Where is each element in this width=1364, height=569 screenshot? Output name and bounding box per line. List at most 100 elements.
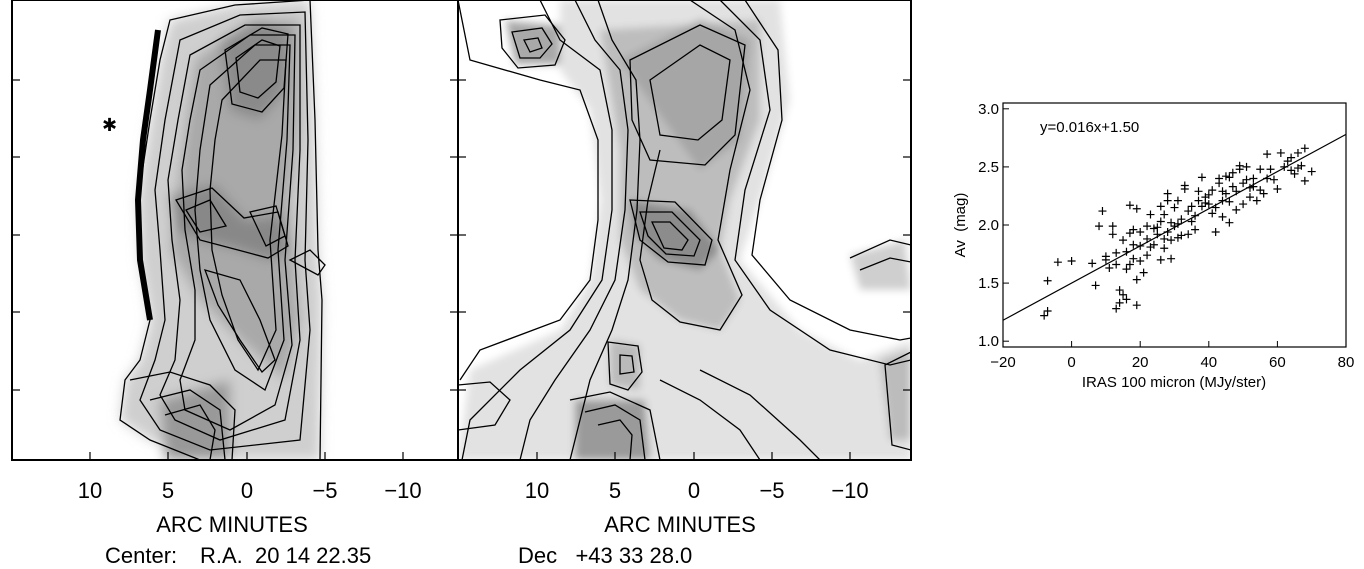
- scatter-point: [1228, 168, 1237, 177]
- scatter-xtick-label: 40: [1200, 354, 1217, 371]
- scatter-point: [1108, 222, 1117, 231]
- fit-line: [1002, 133, 1347, 321]
- scatter-point: [1156, 202, 1165, 211]
- scatter-point: [1132, 275, 1141, 284]
- scatter-point: [1160, 234, 1169, 243]
- scatter-point: [1112, 260, 1121, 269]
- scatter-point: [1125, 229, 1134, 238]
- scatter-point: [1300, 144, 1309, 153]
- scatter-point: [1235, 161, 1244, 170]
- scatter-point: [1232, 205, 1241, 214]
- left-map-xlabel: ARC MINUTES: [156, 512, 308, 537]
- scatter-point: [1129, 254, 1138, 263]
- middle-map-xticks: 10 5 0 −5 −10: [525, 478, 869, 503]
- scatter-point: [1119, 236, 1128, 245]
- scatter-xtick-label: 0: [1067, 354, 1075, 371]
- scatter-point: [1228, 182, 1237, 191]
- scatter-point: [1221, 172, 1230, 181]
- scatter-point: [1256, 186, 1265, 195]
- scatter-point: [1245, 193, 1254, 202]
- scatter-point: [1187, 202, 1196, 211]
- scatter-point: [1112, 248, 1121, 257]
- middle-map-gray-fill: [458, 0, 911, 460]
- scatter-point: [1187, 217, 1196, 226]
- scatter-ytick-label: 2.5: [978, 159, 999, 176]
- scatter-points: [1040, 144, 1316, 320]
- scatter-point: [1115, 286, 1124, 295]
- scatter-point: [1225, 197, 1234, 206]
- left-xtick-label: −5: [312, 478, 337, 503]
- scatter-point: [1088, 259, 1097, 268]
- scatter-point: [1283, 157, 1292, 166]
- left-map-contours: [119, 0, 326, 460]
- scatter-point: [1112, 304, 1121, 313]
- scatter-point: [1153, 223, 1162, 232]
- scatter-point: [1122, 295, 1131, 304]
- scatter-point: [1194, 187, 1203, 196]
- scatter-point: [1300, 176, 1309, 185]
- scatter-ylabel: Av (mag): [952, 193, 969, 258]
- scatter-point: [1163, 189, 1172, 198]
- middle-map-frame: [457, 0, 912, 461]
- scatter-point: [1132, 204, 1141, 213]
- scatter-xtick-label: 20: [1132, 354, 1149, 371]
- scatter-point: [1067, 257, 1076, 266]
- scatter-point: [1105, 263, 1114, 272]
- middle-xtick-label: 10: [525, 478, 549, 503]
- scatter-point: [1146, 210, 1155, 219]
- scatter-point: [1098, 207, 1107, 216]
- scatter-point: [1170, 203, 1179, 212]
- scatter-point: [1119, 290, 1128, 299]
- scatter-point: [1136, 257, 1145, 266]
- middle-map-contours: [458, 0, 911, 460]
- scatter-point: [1177, 231, 1186, 240]
- left-xtick-label: 10: [78, 478, 102, 503]
- scatter-point: [1197, 173, 1206, 182]
- scatter-point: [1191, 225, 1200, 234]
- scatter-point: [1215, 179, 1224, 188]
- middle-map-ticks: [458, 79, 911, 460]
- scatter-point: [1184, 230, 1193, 239]
- scatter-point: [1129, 240, 1138, 249]
- scatter-point: [1143, 222, 1152, 231]
- left-map-xticks: 10 5 0 −5 −10: [78, 478, 422, 503]
- caption-center: Center:: [105, 543, 177, 568]
- scatter-point: [1177, 215, 1186, 224]
- middle-xtick-label: −5: [759, 478, 784, 503]
- scatter-point: [1136, 227, 1145, 236]
- scatter-point: [1290, 169, 1299, 178]
- scatter-point: [1201, 198, 1210, 207]
- scatter-point: [1156, 217, 1165, 226]
- scatter-point: [1269, 175, 1278, 184]
- middle-xtick-label: 0: [688, 478, 700, 503]
- scatter-point: [1040, 311, 1049, 320]
- scatter-ytick-label: 3.0: [978, 101, 999, 118]
- scatter-plot: −20 0 20 40 60 80 1.0 1.5 2.0 2.5 3.0 y=0.016x+1.5…: [952, 101, 1354, 391]
- scatter-point: [1180, 181, 1189, 190]
- scatter-point: [1259, 189, 1268, 198]
- caption-dec: Dec +43 33 28.0: [518, 543, 692, 568]
- scatter-point: [1139, 268, 1148, 277]
- scatter-point: [1266, 165, 1275, 174]
- scatter-point: [1156, 255, 1165, 264]
- middle-map-panel: [458, 0, 911, 460]
- scatter-point: [1091, 281, 1100, 290]
- caption-ra: R.A. 20 14 22.35: [200, 543, 371, 568]
- scatter-point: [1293, 148, 1302, 157]
- scatter-point: [1194, 196, 1203, 205]
- scatter-point: [1167, 218, 1176, 227]
- scatter-ytick-label: 1.5: [978, 275, 999, 292]
- scatter-point: [1184, 207, 1193, 216]
- scatter-xtick-label: 80: [1338, 354, 1355, 371]
- scatter-xtick-label: 60: [1269, 354, 1286, 371]
- scatter-point: [1053, 258, 1062, 267]
- scatter-point: [1225, 173, 1234, 182]
- scatter-point: [1218, 196, 1227, 205]
- scatter-xlabel: IRAS 100 micron (MJy/ster): [1082, 374, 1266, 391]
- scatter-point: [1173, 196, 1182, 205]
- scatter-point: [1242, 175, 1251, 184]
- scatter-point: [1143, 251, 1152, 260]
- scatter-point: [1101, 255, 1110, 264]
- scatter-point: [1287, 166, 1296, 175]
